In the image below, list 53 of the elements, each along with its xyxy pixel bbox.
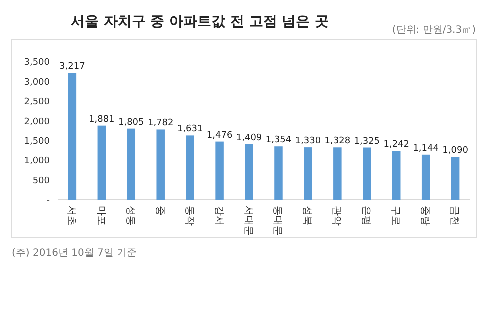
bar bbox=[304, 148, 312, 200]
bar bbox=[68, 73, 77, 200]
y-tick-label: 2,500 bbox=[24, 98, 50, 108]
bar bbox=[334, 148, 342, 200]
x-tick-label: 서초 bbox=[66, 206, 77, 226]
bar bbox=[274, 146, 283, 200]
x-tick-label: 동대문 bbox=[272, 206, 284, 236]
bar bbox=[422, 154, 430, 200]
bar bbox=[186, 136, 194, 200]
data-label: 1,631 bbox=[177, 124, 204, 135]
data-label: 1,476 bbox=[206, 130, 233, 141]
y-tick-label: 2,000 bbox=[24, 117, 50, 128]
bar bbox=[98, 126, 106, 200]
x-tick-label: 서대문 bbox=[242, 206, 254, 236]
data-label: 1,354 bbox=[266, 136, 292, 146]
data-label: 1,325 bbox=[354, 136, 380, 147]
data-label: 1,144 bbox=[413, 144, 440, 154]
bar bbox=[216, 142, 224, 200]
data-label: 1,328 bbox=[324, 136, 351, 147]
x-tick-label: 구로 bbox=[390, 206, 402, 226]
y-tick-label: - bbox=[46, 196, 50, 206]
y-tick-label: 3,500 bbox=[24, 58, 50, 68]
data-label: 1,805 bbox=[118, 118, 144, 128]
data-label: 3,217 bbox=[60, 62, 86, 72]
bar bbox=[451, 157, 460, 200]
data-label: 1,330 bbox=[295, 136, 322, 147]
chart-title: 서울 자치구 중 아파트값 전 고점 넘은 곳 bbox=[70, 14, 330, 30]
x-tick-label: 은평 bbox=[360, 206, 372, 226]
chart-subtitle: (단위: 만원/3.3㎡) bbox=[392, 25, 476, 36]
bar bbox=[392, 151, 401, 200]
data-label: 1,782 bbox=[148, 118, 174, 129]
bar bbox=[363, 148, 372, 200]
data-label: 1,242 bbox=[384, 140, 410, 150]
y-tick-label: 1,500 bbox=[24, 137, 50, 148]
x-tick-label: 강서 bbox=[213, 206, 224, 226]
bar bbox=[127, 128, 136, 200]
x-tick-label: 성동 bbox=[124, 206, 136, 226]
x-tick-label: 금천 bbox=[449, 206, 460, 226]
data-label: 1,090 bbox=[442, 146, 469, 156]
x-tick-label: 중 bbox=[154, 206, 166, 216]
x-tick-label: 중랑 bbox=[420, 206, 431, 226]
data-label: 1,409 bbox=[236, 133, 262, 144]
y-tick-label: 3,000 bbox=[24, 78, 50, 88]
y-tick-label: 1,000 bbox=[24, 156, 50, 167]
text: (주) 2016년 10월 7일 기준 bbox=[12, 248, 138, 259]
x-tick-label: 관악 bbox=[331, 206, 342, 226]
x-tick-label: 동작 bbox=[184, 206, 195, 226]
bar bbox=[245, 144, 254, 200]
data-label: 1,881 bbox=[89, 114, 115, 125]
bar bbox=[156, 130, 165, 200]
y-tick-label: 500 bbox=[32, 176, 50, 186]
x-tick-label: 마포 bbox=[95, 206, 106, 226]
x-tick-label: 성북 bbox=[302, 206, 313, 226]
